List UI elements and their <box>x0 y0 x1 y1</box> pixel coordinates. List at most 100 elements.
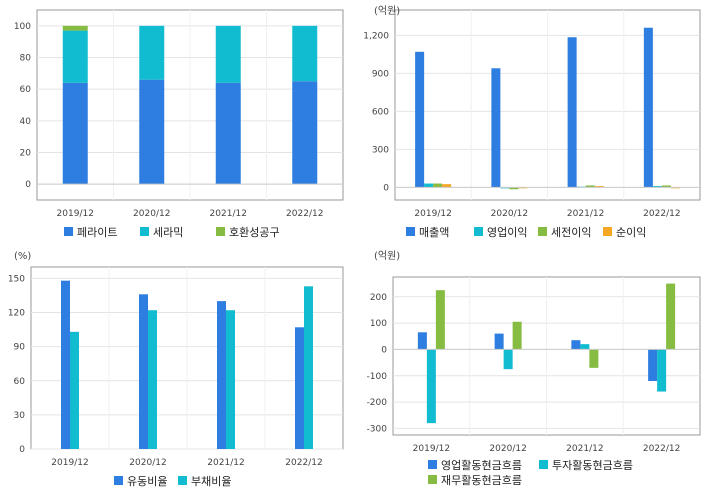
bar-영업활동현금흐름-2020/12 <box>494 333 504 350</box>
bar-유동비율-2019/12 <box>61 280 70 449</box>
x-tick-label: 2022/12 <box>285 458 322 468</box>
x-tick-label: 2022/12 <box>286 209 323 219</box>
y-tick-label: 300 <box>372 145 389 155</box>
y-tick-label: 200 <box>370 293 387 303</box>
y-tick-label: 30 <box>14 411 26 421</box>
bar-투자활동현금흐름-2022/12 <box>657 349 667 392</box>
bar-부채비율-2020/12 <box>148 310 157 449</box>
bar-영업활동현금흐름-2019/12 <box>417 332 427 350</box>
legend-swatch <box>428 475 437 484</box>
legend-label: 투자활동현금흐름 <box>552 458 633 472</box>
x-tick-label: 2019/12 <box>57 209 94 219</box>
bar-순이익-2021/12 <box>594 186 604 188</box>
bar-순이익-2019/12 <box>442 184 452 188</box>
bar-유동비율-2022/12 <box>295 327 304 449</box>
bar-매출액-2019/12 <box>415 51 425 188</box>
x-tick-label: 2020/12 <box>129 458 166 468</box>
bar-영업활동현금흐름-2021/12 <box>571 340 581 350</box>
y-tick-label: 100 <box>14 22 31 32</box>
bar-영업이익-2019/12 <box>424 183 434 188</box>
legend-label: 세라믹 <box>153 226 183 239</box>
bar-페라이트-2019/12 <box>62 82 88 185</box>
x-tick-label: 2019/12 <box>414 209 451 219</box>
y-tick-label: -100 <box>367 372 388 382</box>
x-tick-label: 2021/12 <box>566 444 603 454</box>
x-tick-label: 2021/12 <box>210 209 247 219</box>
y-tick-label: -200 <box>367 398 388 408</box>
y-tick-label: 80 <box>20 54 32 64</box>
y-tick-label: 90 <box>14 343 26 353</box>
y-tick-label: 0 <box>381 345 387 355</box>
chart-panel-ratios: 0 30 60 90 120 150 2019/12 2020/12 2021/12 2022/1… <box>8 251 344 488</box>
legend-swatch <box>114 476 123 485</box>
y-tick-label: 1,200 <box>363 31 389 41</box>
legend-label: 영업활동현금흐름 <box>441 458 522 472</box>
bar-매출액-2022/12 <box>643 27 653 188</box>
y-tick-label: 150 <box>8 274 25 284</box>
bar-재무활동현금흐름-2020/12 <box>512 321 522 350</box>
y-tick-label: 0 <box>19 445 25 455</box>
bar-투자활동현금흐름-2021/12 <box>580 344 590 350</box>
bar-페라이트-2021/12 <box>215 82 241 185</box>
chart-panel-product-mix: 0 20 40 60 80 100 2019/12 2020/12 2021/12 2022/12… <box>14 9 344 239</box>
bar-세라믹-2021/12 <box>215 25 241 83</box>
bar-부채비율-2019/12 <box>70 331 79 449</box>
legend-swatch <box>539 460 548 469</box>
x-tick-label: 2020/12 <box>491 209 528 219</box>
unit-label: (%) <box>14 251 31 262</box>
bar-부채비율-2021/12 <box>226 310 235 449</box>
x-tick-label: 2020/12 <box>133 209 170 219</box>
legend-swatch <box>474 227 483 236</box>
legend-swatch <box>140 227 149 236</box>
legend-swatch <box>603 227 612 236</box>
bar-투자활동현금흐름-2020/12 <box>503 349 513 370</box>
bar-재무활동현금흐름-2019/12 <box>435 290 445 350</box>
chart-panel-cash-flow: -300 -200 -100 0 100 200 2019/12 2020/12 2021/12… <box>367 250 701 487</box>
legend-label: 부채비율 <box>191 475 231 488</box>
bar-재무활동현금흐름-2021/12 <box>589 349 599 368</box>
bar-영업활동현금흐름-2022/12 <box>648 349 658 382</box>
y-tick-label: 0 <box>383 183 389 193</box>
bar-매출액-2021/12 <box>567 37 577 188</box>
bar-영업이익-2022/12 <box>652 186 662 188</box>
bar-세라믹-2019/12 <box>62 30 88 83</box>
bar-세라믹-2022/12 <box>292 25 318 82</box>
chart-panel-income: 0 300 600 900 1,200 2019/12 2020/12 2021/12 2022… <box>363 5 701 239</box>
legend-label: 페라이트 <box>77 226 117 239</box>
y-tick-label: 60 <box>14 377 26 387</box>
bar-페라이트-2022/12 <box>292 81 318 185</box>
x-tick-label: 2019/12 <box>51 458 88 468</box>
x-tick-label: 2021/12 <box>207 458 244 468</box>
bar-투자활동현금흐름-2019/12 <box>426 349 436 424</box>
legend-swatch <box>216 227 225 236</box>
bar-부채비율-2022/12 <box>304 286 313 449</box>
x-tick-label: 2022/12 <box>643 444 680 454</box>
y-tick-label: 100 <box>370 319 387 329</box>
legend-swatch <box>178 476 187 485</box>
bar-세라믹-2020/12 <box>139 25 165 80</box>
legend-swatch <box>64 227 73 236</box>
x-tick-label: 2022/12 <box>643 209 680 219</box>
bar-매출액-2020/12 <box>491 68 501 188</box>
bar-호환성공구-2019/12 <box>62 25 88 31</box>
bar-유동비율-2021/12 <box>217 301 226 449</box>
bar-재무활동현금흐름-2022/12 <box>666 283 676 350</box>
legend-label: 재무활동현금흐름 <box>441 473 522 487</box>
bar-세전이익-2022/12 <box>661 185 671 188</box>
legend-label: 순이익 <box>616 226 646 239</box>
y-tick-label: 60 <box>20 85 32 95</box>
bar-세전이익-2019/12 <box>433 183 443 188</box>
legend-label: 유동비율 <box>127 475 167 488</box>
unit-label: (억원) <box>374 250 400 262</box>
y-tick-label: 900 <box>372 69 389 79</box>
legend-label: 세전이익 <box>551 226 591 239</box>
legend-swatch <box>538 227 547 236</box>
legend-label: 호환성공구 <box>229 226 280 239</box>
y-tick-label: 20 <box>20 149 32 159</box>
y-tick-label: 120 <box>8 309 25 319</box>
bar-유동비율-2020/12 <box>139 294 148 449</box>
unit-label: (억원) <box>374 5 400 17</box>
y-tick-label: 600 <box>372 107 389 117</box>
bar-세전이익-2020/12 <box>509 187 519 190</box>
